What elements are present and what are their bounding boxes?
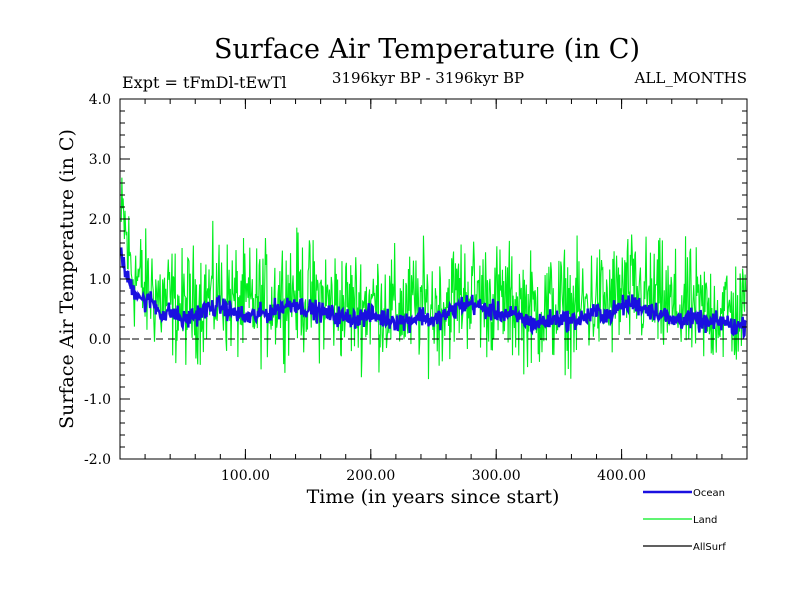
legend-label-land: Land <box>693 515 717 526</box>
legend-label-allsurf: AllSurf <box>693 542 726 553</box>
y-tick-label: 2.0 <box>89 212 111 228</box>
y-tick-label: 1.0 <box>89 272 111 288</box>
x-axis-label: Time (in years since start) <box>307 486 560 508</box>
plot-background <box>120 99 747 459</box>
x-tick-label: 300.00 <box>472 468 521 484</box>
months-label: ALL_MONTHS <box>634 69 747 87</box>
period-label: 3196kyr BP - 3196kyr BP <box>332 69 524 87</box>
x-tick-label: 100.00 <box>221 468 270 484</box>
y-tick-label: 0.0 <box>89 332 111 348</box>
x-tick-label: 400.00 <box>597 468 646 484</box>
x-tick-label: 200.00 <box>346 468 395 484</box>
legend-label-ocean: Ocean <box>693 488 725 499</box>
y-axis-label: Surface Air Temperature (in C) <box>56 129 78 429</box>
experiment-label: Expt = tFmDl-tEwTl <box>122 73 287 92</box>
series-layer <box>120 177 747 380</box>
chart-title: Surface Air Temperature (in C) <box>214 34 640 65</box>
y-tick-label: -1.0 <box>84 392 111 408</box>
series-line-land <box>120 177 747 380</box>
legend: Ocean Land AllSurf <box>643 488 726 553</box>
tick-layer: -2.0 -1.0 0.0 1.0 2.0 3.0 4.0 100.00 200.00 300.0… <box>84 92 747 484</box>
y-tick-label: -2.0 <box>84 452 111 468</box>
series-line-ocean <box>120 247 747 341</box>
y-tick-label: 4.0 <box>89 92 111 108</box>
y-tick-label: 3.0 <box>89 152 111 168</box>
